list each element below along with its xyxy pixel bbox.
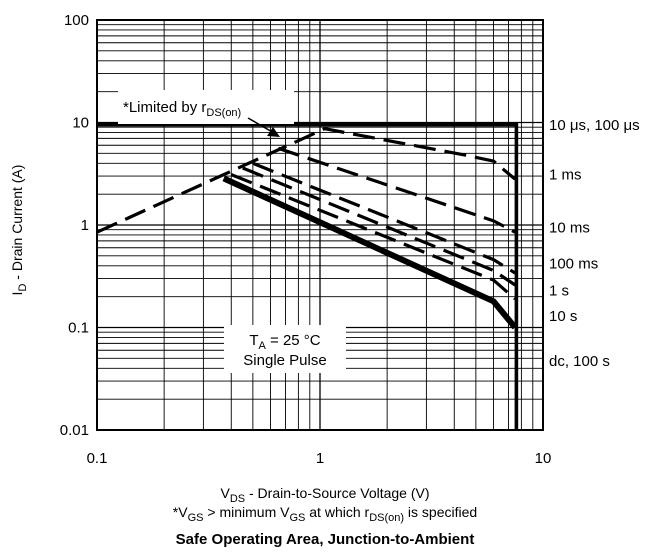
y-tick-label-4: 0.01 bbox=[60, 422, 89, 439]
y-tick-label-2: 1 bbox=[81, 217, 89, 234]
y-axis-title: ID - Drain Current (A) bbox=[9, 165, 29, 296]
y-tick-label-0: 100 bbox=[64, 12, 89, 29]
series-label-4: 1 s bbox=[549, 282, 569, 299]
limited-annotation: *Limited by rDS(on) bbox=[118, 90, 294, 137]
x-axis-title: VDS - Drain-to-Source Voltage (V) bbox=[220, 485, 429, 505]
series-labels: 10 μs, 100 μs 1 ms 10 ms 100 ms 1 s 10 s dc, 1… bbox=[549, 117, 640, 370]
series-line-3 bbox=[252, 161, 516, 275]
series-label-6: dc, 100 s bbox=[549, 353, 610, 370]
y-tick-label-1: 10 bbox=[72, 115, 89, 132]
series-line-1 bbox=[96, 127, 517, 234]
chart-title: Safe Operating Area, Junction-to-Ambient bbox=[176, 531, 475, 548]
series-label-2: 10 ms bbox=[549, 219, 590, 236]
annotation-arrow-line bbox=[247, 117, 275, 134]
x-tick-labels: 0.1 1 10 bbox=[87, 450, 552, 467]
x-tick-label-0: 0.1 bbox=[87, 450, 108, 467]
conditions-pulse: Single Pulse bbox=[243, 352, 326, 369]
series-label-5: 10 s bbox=[549, 308, 577, 325]
series-line-6 bbox=[222, 175, 518, 330]
series-line-0 bbox=[97, 123, 519, 430]
conditions-box: TA = 25 °C Single Pulse bbox=[224, 325, 346, 373]
plot-frame bbox=[96, 19, 544, 431]
series-label-0: 10 μs, 100 μs bbox=[549, 117, 640, 134]
limited-annotation-text: *Limited by rDS(on) bbox=[123, 99, 241, 119]
series-label-1: 1 ms bbox=[549, 167, 582, 184]
y-tick-label-3: 0.1 bbox=[68, 320, 89, 337]
series-label-3: 100 ms bbox=[549, 256, 598, 273]
conditions-temperature: TA = 25 °C bbox=[249, 332, 320, 352]
y-tick-labels: 100 10 1 0.1 0.01 bbox=[60, 12, 89, 439]
series-line-5 bbox=[230, 173, 517, 301]
x-tick-label-1: 1 bbox=[316, 450, 324, 467]
series-layer bbox=[96, 123, 519, 430]
annotation-arrowhead bbox=[267, 127, 280, 137]
series-line-2 bbox=[277, 146, 516, 234]
x-tick-label-2: 10 bbox=[535, 450, 552, 467]
footnote: *VGS > minimum VGS at which rDS(on) is s… bbox=[173, 504, 477, 524]
series-line-4 bbox=[242, 166, 516, 287]
